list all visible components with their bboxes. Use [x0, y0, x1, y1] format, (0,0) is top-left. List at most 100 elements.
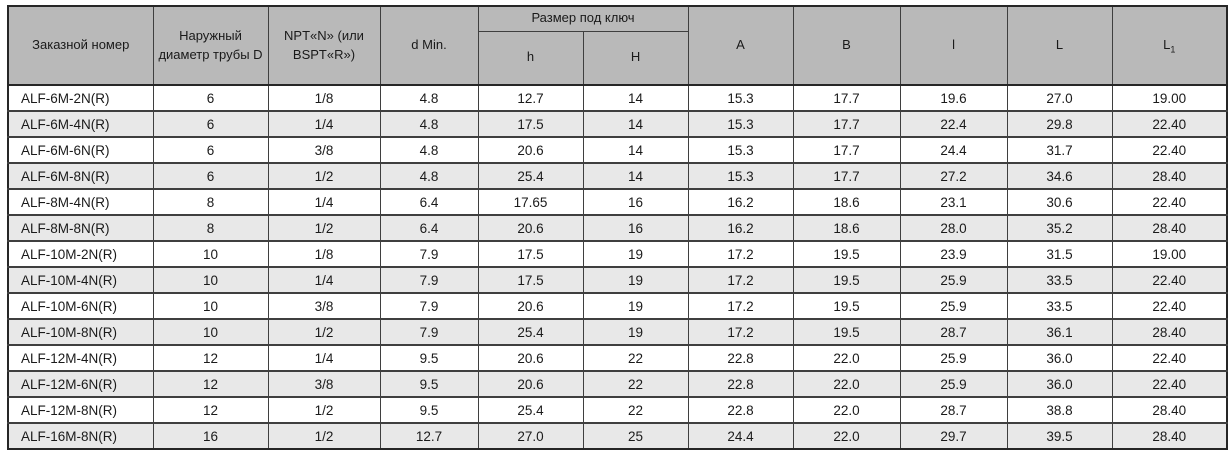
cell-npt-bspt: 1/2	[267, 318, 381, 346]
cell-d-min: 7.9	[379, 240, 479, 268]
cell-L1: 28.40	[1111, 214, 1228, 242]
cell-order-number: ALF-12M-8N(R)	[7, 396, 154, 424]
cell-order-number: ALF-10M-6N(R)	[7, 292, 154, 320]
cell-A: 16.2	[687, 214, 794, 242]
cell-outer-diameter: 10	[152, 318, 269, 346]
cell-A: 15.3	[687, 84, 794, 112]
cell-outer-diameter: 6	[152, 162, 269, 190]
cell-L: 29.8	[1006, 110, 1113, 138]
table-row: ALF-8M-4N(R) 8 1/4 6.4 17.65 16 16.2 18.…	[7, 188, 1228, 216]
cell-B: 18.6	[792, 188, 901, 216]
cell-l: 28.7	[899, 396, 1008, 424]
cell-d-min: 6.4	[379, 214, 479, 242]
header-wrench-size-group: Размер под ключ	[477, 5, 689, 32]
header-outer-diameter: Наружный диаметр трубы D	[152, 5, 269, 86]
cell-L1: 28.40	[1111, 422, 1228, 450]
cell-l: 27.2	[899, 162, 1008, 190]
cell-L1: 22.40	[1111, 266, 1228, 294]
cell-outer-diameter: 10	[152, 240, 269, 268]
header-L1-subscript: 1	[1170, 44, 1176, 55]
cell-h: 17.5	[477, 266, 584, 294]
cell-H: 14	[582, 162, 689, 190]
cell-B: 17.7	[792, 110, 901, 138]
cell-L1: 22.40	[1111, 136, 1228, 164]
cell-l: 22.4	[899, 110, 1008, 138]
cell-outer-diameter: 12	[152, 370, 269, 398]
cell-L: 36.1	[1006, 318, 1113, 346]
table-row: ALF-12M-8N(R) 12 1/2 9.5 25.4 22 22.8 22…	[7, 396, 1228, 424]
cell-B: 22.0	[792, 422, 901, 450]
cell-B: 17.7	[792, 84, 901, 112]
cell-npt-bspt: 1/4	[267, 344, 381, 372]
cell-B: 19.5	[792, 292, 901, 320]
cell-d-min: 7.9	[379, 292, 479, 320]
cell-H: 19	[582, 240, 689, 268]
cell-L: 33.5	[1006, 292, 1113, 320]
fitting-spec-table: Заказной номер Наружный диаметр трубы D …	[7, 5, 1229, 450]
cell-h: 27.0	[477, 422, 584, 450]
cell-A: 17.2	[687, 292, 794, 320]
cell-H: 22	[582, 370, 689, 398]
cell-H: 14	[582, 110, 689, 138]
header-L1-base: L	[1163, 37, 1171, 53]
cell-L1: 22.40	[1111, 188, 1228, 216]
cell-A: 15.3	[687, 110, 794, 138]
cell-L: 34.6	[1006, 162, 1113, 190]
cell-h: 20.6	[477, 344, 584, 372]
table-row: ALF-12M-4N(R) 12 1/4 9.5 20.6 22 22.8 22…	[7, 344, 1228, 372]
cell-L: 33.5	[1006, 266, 1113, 294]
cell-L1: 19.00	[1111, 84, 1228, 112]
cell-A: 24.4	[687, 422, 794, 450]
cell-h: 25.4	[477, 396, 584, 424]
cell-d-min: 4.8	[379, 110, 479, 138]
table-row: ALF-10M-8N(R) 10 1/2 7.9 25.4 19 17.2 19…	[7, 318, 1228, 346]
cell-l: 25.9	[899, 292, 1008, 320]
cell-H: 22	[582, 396, 689, 424]
header-A: A	[687, 5, 794, 86]
cell-outer-diameter: 12	[152, 344, 269, 372]
cell-outer-diameter: 6	[152, 110, 269, 138]
cell-L1: 19.00	[1111, 240, 1228, 268]
cell-npt-bspt: 1/4	[267, 266, 381, 294]
cell-d-min: 9.5	[379, 396, 479, 424]
cell-l: 23.1	[899, 188, 1008, 216]
table-body: ALF-6M-2N(R) 6 1/8 4.8 12.7 14 15.3 17.7…	[7, 84, 1228, 450]
cell-B: 22.0	[792, 396, 901, 424]
cell-npt-bspt: 1/8	[267, 240, 381, 268]
cell-H: 14	[582, 136, 689, 164]
cell-order-number: ALF-12M-4N(R)	[7, 344, 154, 372]
cell-H: 14	[582, 84, 689, 112]
header-order-number: Заказной номер	[7, 5, 154, 86]
cell-h: 20.6	[477, 136, 584, 164]
cell-outer-diameter: 8	[152, 188, 269, 216]
table-row: ALF-6M-2N(R) 6 1/8 4.8 12.7 14 15.3 17.7…	[7, 84, 1228, 112]
cell-A: 15.3	[687, 162, 794, 190]
cell-H: 16	[582, 188, 689, 216]
cell-L: 30.6	[1006, 188, 1113, 216]
table-row: ALF-8M-8N(R) 8 1/2 6.4 20.6 16 16.2 18.6…	[7, 214, 1228, 242]
cell-B: 19.5	[792, 318, 901, 346]
cell-A: 15.3	[687, 136, 794, 164]
cell-l: 28.7	[899, 318, 1008, 346]
cell-B: 22.0	[792, 370, 901, 398]
cell-H: 16	[582, 214, 689, 242]
cell-d-min: 4.8	[379, 162, 479, 190]
cell-L1: 28.40	[1111, 318, 1228, 346]
cell-npt-bspt: 1/2	[267, 396, 381, 424]
cell-L: 36.0	[1006, 370, 1113, 398]
table-row: ALF-6M-4N(R) 6 1/4 4.8 17.5 14 15.3 17.7…	[7, 110, 1228, 138]
cell-order-number: ALF-8M-4N(R)	[7, 188, 154, 216]
cell-h: 20.6	[477, 214, 584, 242]
cell-npt-bspt: 3/8	[267, 136, 381, 164]
cell-B: 17.7	[792, 136, 901, 164]
cell-L: 39.5	[1006, 422, 1113, 450]
cell-H: 19	[582, 292, 689, 320]
table-header: Заказной номер Наружный диаметр трубы D …	[7, 5, 1228, 86]
cell-B: 17.7	[792, 162, 901, 190]
cell-h: 20.6	[477, 292, 584, 320]
cell-L: 36.0	[1006, 344, 1113, 372]
cell-A: 22.8	[687, 370, 794, 398]
header-h: h	[477, 30, 584, 86]
cell-d-min: 9.5	[379, 370, 479, 398]
